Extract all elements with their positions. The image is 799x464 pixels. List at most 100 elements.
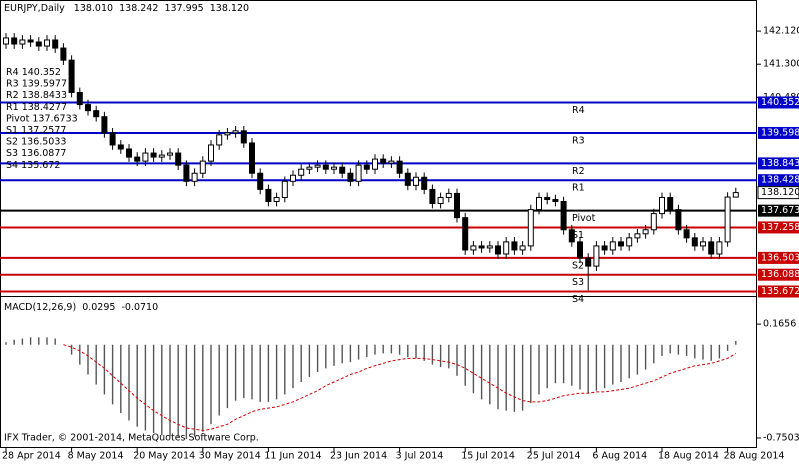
x-tick-label: 11 Jun 2014 xyxy=(264,451,321,462)
candle-body xyxy=(3,37,9,45)
last-price-tag xyxy=(757,186,799,200)
candle-body xyxy=(503,241,510,255)
candle-body xyxy=(363,164,370,170)
candle-body xyxy=(224,132,231,136)
candle-body xyxy=(109,132,116,146)
candle-body xyxy=(724,196,731,243)
signal-value: -0.0710 xyxy=(121,302,158,313)
candle-body xyxy=(675,209,682,231)
x-tick-label: 30 May 2014 xyxy=(199,451,261,462)
pivot-list-name: S1 xyxy=(6,125,18,136)
y-tick-label: 142.120 xyxy=(763,26,799,37)
pivot-list-item: S1 137.2577 xyxy=(6,125,66,136)
candle-body xyxy=(117,144,124,150)
pivot-list-item: Pivot 137.6733 xyxy=(6,113,78,124)
signal-line xyxy=(63,344,737,432)
candle-body xyxy=(388,160,395,164)
footer: IFX Trader, © 2001-2014, MetaQuotes Soft… xyxy=(4,433,259,444)
candle-body xyxy=(659,196,665,215)
candle-body xyxy=(478,245,485,249)
pivot-list-item: R3 139.5977 xyxy=(6,78,67,89)
pivot-chart-label: S2 xyxy=(572,260,584,271)
candle-body xyxy=(183,164,190,182)
candle-body xyxy=(216,134,223,146)
price-tag xyxy=(758,251,799,264)
header-low: 137.995 xyxy=(164,3,203,14)
x-tick-label: 15 Jul 2014 xyxy=(461,451,515,462)
pivot-chart-label: R3 xyxy=(572,135,585,146)
price-tag-label: 135.672 xyxy=(761,286,799,297)
candle-body xyxy=(290,174,296,182)
candle-body xyxy=(568,229,575,243)
x-tick-label: 18 Aug 2014 xyxy=(658,451,719,462)
candle-body xyxy=(593,245,600,267)
candle-body xyxy=(191,172,198,182)
pivot-list-item: R4 140.352 xyxy=(6,67,61,78)
price-tag xyxy=(758,96,799,109)
pivot-chart-label: R1 xyxy=(572,183,585,194)
candle-body xyxy=(642,229,649,235)
candle-body xyxy=(396,160,403,174)
x-tick-label: 20 May 2014 xyxy=(133,451,195,462)
candle-body xyxy=(609,241,616,251)
price-tag-label: 139.598 xyxy=(761,127,799,138)
x-tick-label: 25 Jul 2014 xyxy=(527,451,581,462)
candle-body xyxy=(437,196,444,205)
x-tick-label: 6 Aug 2014 xyxy=(592,451,647,462)
candle-body xyxy=(150,152,157,158)
candle-body xyxy=(249,142,255,174)
candle-body xyxy=(544,196,551,200)
price-tag-label: 136.503 xyxy=(761,252,799,263)
price-tag-label: 138.843 xyxy=(761,158,799,169)
pivot-list-item: S2 136.5033 xyxy=(6,136,66,147)
candle-body xyxy=(527,209,534,247)
candle-body xyxy=(240,130,247,144)
x-tick-label: 28 Aug 2014 xyxy=(724,451,785,462)
candle-body xyxy=(35,41,42,47)
header-close: 138.120 xyxy=(210,3,249,14)
candle-body xyxy=(650,213,657,231)
pivot-list-item: S4 135.672 xyxy=(6,159,60,170)
candle-body xyxy=(601,245,608,251)
candle-body xyxy=(142,152,149,162)
x-tick-label: 28 Apr 2014 xyxy=(2,451,61,462)
price-tag xyxy=(758,126,799,139)
candle-body xyxy=(708,241,715,255)
candle-body xyxy=(691,237,698,247)
header-open: 138.010 xyxy=(74,3,113,14)
candle-body xyxy=(265,188,272,203)
last-price-label: 138.120 xyxy=(761,187,799,198)
candle-body xyxy=(634,233,641,239)
pivot-chart-label: S1 xyxy=(572,230,584,241)
candle-body xyxy=(347,172,354,182)
candle-body xyxy=(11,37,18,45)
candle-body xyxy=(339,166,346,174)
candle-body xyxy=(716,241,723,255)
candle-body xyxy=(470,245,477,251)
candle-body xyxy=(273,196,280,203)
price-tag xyxy=(758,174,799,187)
candle-body xyxy=(158,154,165,158)
candle-body xyxy=(667,196,674,211)
candle-body xyxy=(372,158,378,170)
pivot-list-name: R3 xyxy=(6,78,19,89)
y-tick-label: 0.1656 xyxy=(763,319,796,330)
pivot-list-value: 139.5977 xyxy=(22,78,67,89)
candle-body xyxy=(429,188,436,205)
candle-body xyxy=(134,156,141,162)
candle-body xyxy=(413,176,419,186)
pivot-chart-label: Pivot xyxy=(572,213,596,224)
candle-body xyxy=(322,164,329,170)
price-tag-label: 137.673 xyxy=(761,205,799,216)
candle-body xyxy=(208,144,214,162)
price-tag xyxy=(758,268,799,281)
price-tag-label: 140.352 xyxy=(761,97,799,108)
pivot-list-value: 138.8433 xyxy=(22,90,67,101)
macd-header: MACD(12,26,9) 0.0295 -0.0710 xyxy=(4,302,158,313)
pivot-chart-label: S4 xyxy=(572,294,584,305)
pivot-list-name: Pivot xyxy=(6,113,30,124)
candle-body xyxy=(85,104,91,112)
price-tag-label: 137.258 xyxy=(761,222,799,233)
macd-title: MACD(12,26,9) xyxy=(4,302,76,313)
